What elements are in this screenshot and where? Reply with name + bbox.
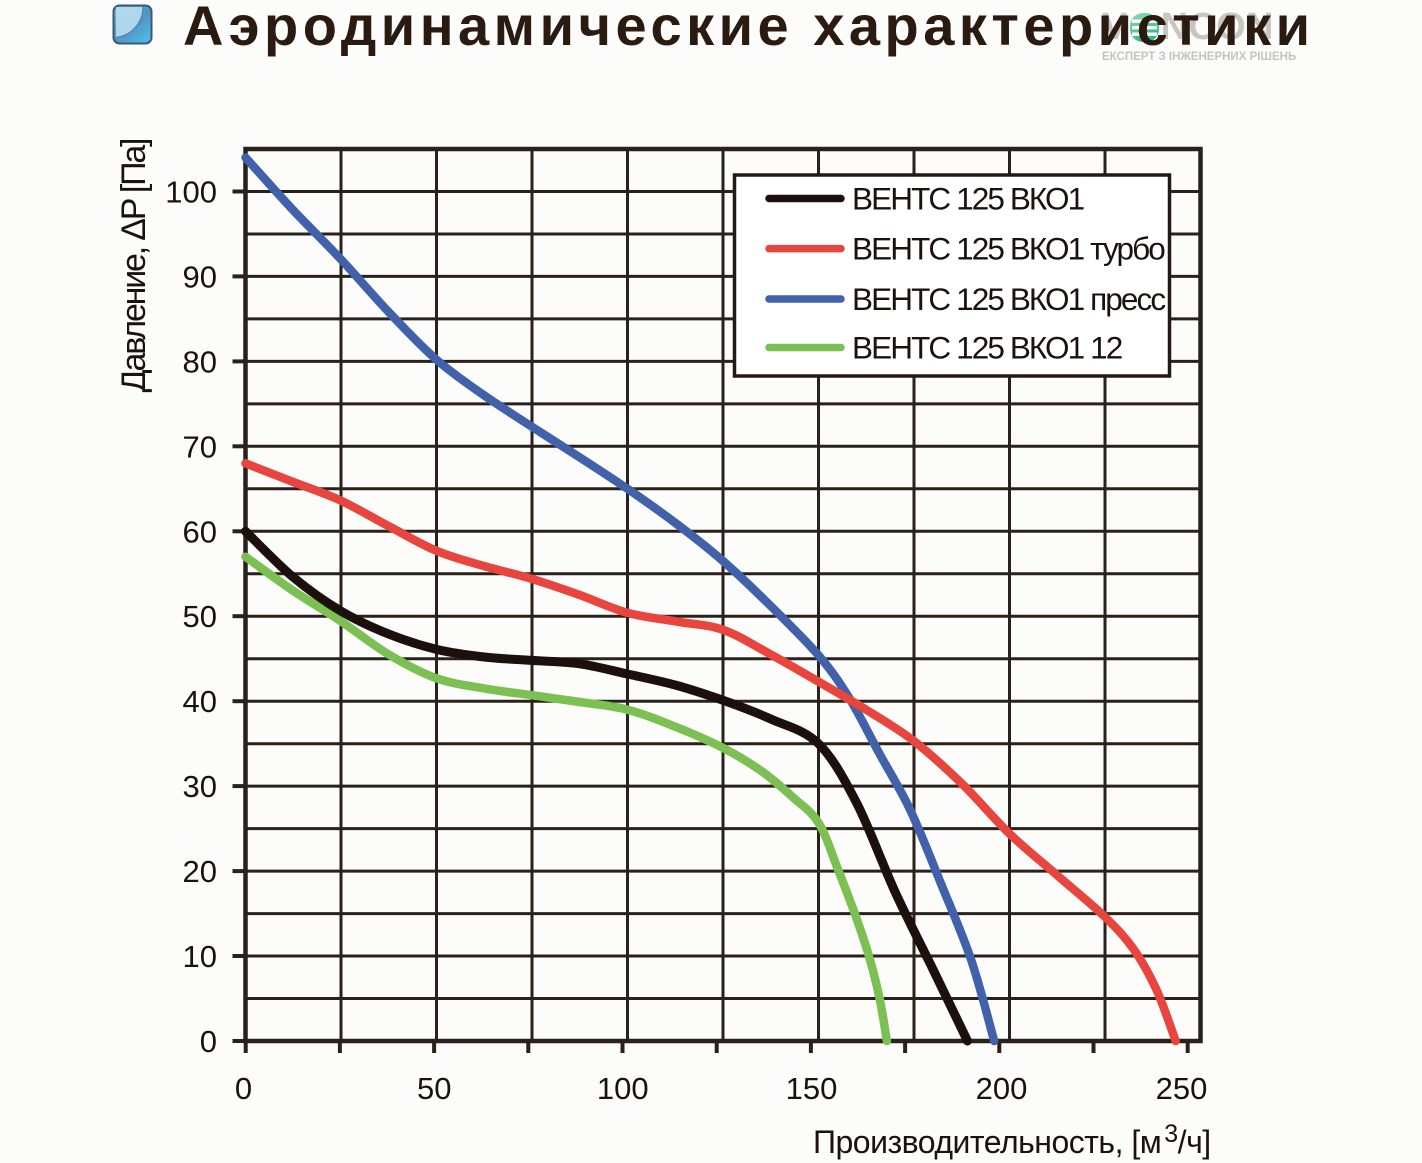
- svg-text:40: 40: [183, 684, 217, 719]
- svg-text:20: 20: [183, 854, 217, 889]
- svg-text:Производительность, [м3/ч]: Производительность, [м 3/ч]: [813, 1120, 1211, 1160]
- svg-text:90: 90: [183, 259, 217, 294]
- svg-text:80: 80: [183, 344, 217, 379]
- svg-text:ВЕНТС 125 ВКО1: ВЕНТС 125 ВКО1: [852, 181, 1084, 217]
- svg-text:30: 30: [183, 769, 217, 804]
- svg-text:0: 0: [200, 1024, 217, 1059]
- svg-text:ВЕНТС 125 ВКО1 турбо: ВЕНТС 125 ВКО1 турбо: [852, 231, 1165, 267]
- svg-text:70: 70: [183, 429, 217, 464]
- svg-text:ВЕНТС 125 ВКО1 12: ВЕНТС 125 ВКО1 12: [852, 330, 1122, 366]
- svg-text:100: 100: [597, 1071, 649, 1106]
- svg-text:200: 200: [976, 1071, 1028, 1106]
- svg-text:150: 150: [786, 1071, 838, 1106]
- svg-text:50: 50: [417, 1071, 451, 1106]
- svg-text:50: 50: [183, 599, 217, 634]
- svg-text:0: 0: [235, 1071, 252, 1106]
- svg-text:10: 10: [183, 939, 217, 974]
- svg-text:100: 100: [165, 175, 217, 210]
- svg-text:ВЕНТС 125 ВКО1 пресс: ВЕНТС 125 ВКО1 пресс: [852, 281, 1165, 317]
- svg-text:60: 60: [183, 514, 217, 549]
- svg-text:Давление, ΔP [Па]: Давление, ΔP [Па]: [115, 139, 153, 392]
- svg-text:250: 250: [1156, 1071, 1208, 1106]
